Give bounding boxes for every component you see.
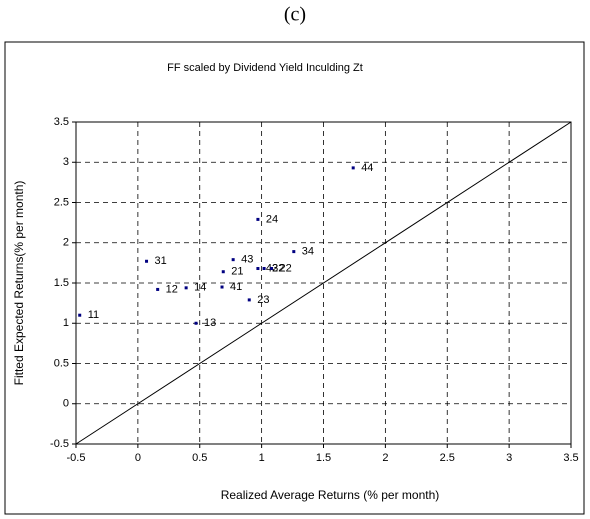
- point: [221, 270, 225, 274]
- x-tick-label: 3: [506, 452, 512, 464]
- point-label: 23: [257, 294, 269, 306]
- point-label: 32: [272, 262, 284, 274]
- point-label: 34: [302, 246, 314, 258]
- point-label: 13: [204, 317, 216, 329]
- y-axis-label: Fitted Expected Returns(% per month): [12, 181, 26, 386]
- point-label: 14: [194, 282, 206, 294]
- point: [156, 287, 160, 291]
- x-axis-label: Realized Average Returns (% per month): [221, 488, 440, 502]
- point-label: 12: [166, 283, 178, 295]
- y-tick-label: 1: [63, 317, 69, 329]
- point: [145, 259, 149, 263]
- y-tick-label: 2.5: [54, 196, 69, 208]
- point-label: 11: [88, 309, 99, 321]
- y-tick-label: 2: [63, 237, 69, 249]
- plot-frame: [75, 121, 572, 445]
- y-tick-label: -0.5: [50, 438, 69, 450]
- x-tick-label: -0.5: [67, 452, 86, 464]
- y-tick-label: 1.5: [54, 277, 69, 289]
- y-tick-label: 0: [63, 398, 69, 410]
- point-label: 41: [230, 281, 242, 293]
- point-label: 24: [266, 213, 278, 225]
- x-tick-label: 1.5: [316, 452, 331, 464]
- x-tick-label: 0: [135, 452, 141, 464]
- point-label: 22: [280, 262, 292, 274]
- y-tick-label: 3: [63, 156, 69, 168]
- point-label: 31: [155, 255, 167, 267]
- point: [231, 258, 235, 262]
- x-tick-label: 2: [382, 452, 388, 464]
- point: [220, 285, 224, 289]
- point: [292, 250, 296, 254]
- chart-border: [4, 41, 585, 515]
- x-tick-label: 3.5: [563, 452, 578, 464]
- point-label: 21: [231, 266, 243, 278]
- panel-label: (c): [284, 4, 306, 26]
- chart-title: FF scaled by Dividend Yield Inculding Zt: [167, 62, 363, 74]
- point: [256, 267, 260, 271]
- point-label: 43: [241, 254, 253, 266]
- point: [270, 267, 274, 271]
- point: [256, 217, 260, 221]
- point: [78, 313, 82, 317]
- diagonal-line: [75, 121, 572, 445]
- y-tick-label: 0.5: [54, 357, 69, 369]
- y-tick-label: 3.5: [54, 116, 69, 128]
- x-tick-label: 2.5: [440, 452, 455, 464]
- point: [194, 321, 198, 325]
- point: [247, 298, 251, 302]
- point: [351, 166, 355, 170]
- x-tick-label: 0.5: [192, 452, 207, 464]
- x-tick-label: 1: [259, 452, 265, 464]
- point-label: 44: [361, 162, 373, 174]
- point: [184, 286, 188, 290]
- point: [262, 267, 266, 271]
